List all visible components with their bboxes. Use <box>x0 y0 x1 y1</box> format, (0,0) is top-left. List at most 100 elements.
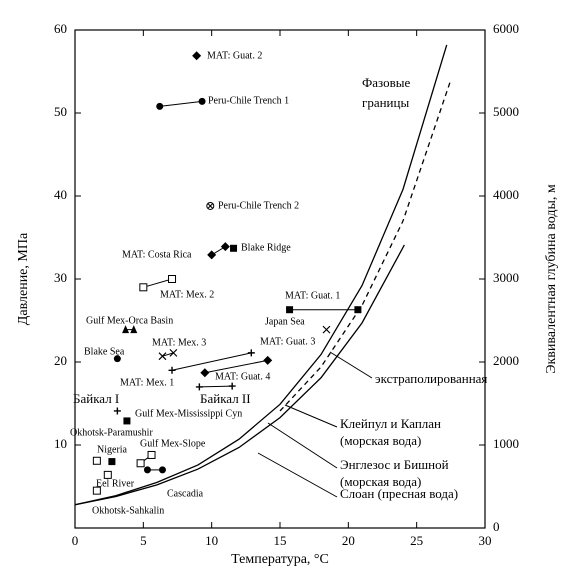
curve-label: Клейпул и Каплан <box>340 416 441 431</box>
site-label: Cascadia <box>167 488 204 499</box>
marker <box>143 466 151 474</box>
marker <box>322 325 331 334</box>
leader-line <box>267 422 338 469</box>
y2-tick-label: 4000 <box>493 187 519 202</box>
site-label: Gulf Mex-Orca Basin <box>86 315 173 326</box>
marker <box>169 348 178 357</box>
site-label: Gulf Mex-Slope <box>140 438 206 449</box>
x-tick-label: 25 <box>410 533 423 548</box>
marker <box>263 355 273 365</box>
x-axis-label: Температура, °С <box>231 552 329 567</box>
marker <box>220 242 230 252</box>
phase-curve <box>279 79 452 412</box>
site-label: Байкал I <box>73 391 119 406</box>
marker <box>200 368 210 378</box>
y2-axis-label: Эквивалентная глубина воды, м <box>544 184 559 374</box>
y-tick-label: 10 <box>54 436 67 451</box>
annotation: Фазовые <box>362 75 410 90</box>
marker <box>228 382 236 390</box>
site-link <box>199 385 233 388</box>
marker <box>286 306 294 314</box>
x-tick-label: 5 <box>140 533 147 548</box>
site-label: Okhotsk-Paramushir <box>70 427 153 438</box>
y-axis-label: Давление, МПа <box>16 232 31 325</box>
annotation: экстраполированная <box>375 371 487 386</box>
marker <box>230 244 238 252</box>
y2-tick-label: 5000 <box>493 104 519 119</box>
site-link <box>171 352 252 371</box>
leader-line <box>284 404 338 428</box>
curve-label: Энглезос и Бишной <box>340 457 449 472</box>
curve-label: Слоан (пресная вода) <box>340 486 458 501</box>
marker <box>168 366 176 374</box>
site-label: Peru-Chile Trench 1 <box>208 95 289 106</box>
y-tick-label: 40 <box>54 187 67 202</box>
marker <box>113 407 121 415</box>
marker <box>92 456 101 465</box>
site-link <box>143 278 173 288</box>
x-tick-label: 20 <box>342 533 355 548</box>
marker <box>113 355 121 363</box>
marker <box>168 275 177 283</box>
site-label: MAT: Guat. 2 <box>207 50 262 61</box>
y2-tick-label: 2000 <box>493 353 519 368</box>
annotation: Байкал II <box>200 391 251 406</box>
marker <box>130 325 138 334</box>
site-link <box>159 100 203 107</box>
site-link <box>204 359 268 374</box>
site-link <box>162 352 174 357</box>
site-label: MAT: Guat. 1 <box>285 290 340 301</box>
site-label: Gulf Mex-Mississippi Cyn <box>135 408 242 419</box>
site-label: MAT: Mex. 3 <box>152 337 206 348</box>
marker <box>247 349 255 357</box>
marker <box>206 201 215 210</box>
marker <box>195 383 203 391</box>
marker <box>123 417 131 425</box>
y2-tick-label: 6000 <box>493 21 519 36</box>
site-label: Blake Sea <box>84 346 125 357</box>
phase-curve <box>74 44 448 506</box>
phase-curve <box>74 244 405 506</box>
site-label: Blake Ridge <box>241 242 291 253</box>
marker <box>108 458 116 466</box>
site-label: MAT: Mex. 2 <box>160 289 214 300</box>
site-label: MAT: Guat. 4 <box>215 371 270 382</box>
curve-label: (морская вода) <box>340 433 421 448</box>
marker <box>198 97 206 105</box>
site-label: Okhotsk-Sahkalin <box>92 505 164 516</box>
y2-tick-label: 0 <box>493 519 500 534</box>
y-tick-label: 20 <box>54 353 67 368</box>
marker <box>354 306 362 314</box>
marker <box>192 51 202 61</box>
curve-label: (морская вода) <box>340 474 421 489</box>
site-label: Eel River <box>96 478 135 489</box>
site-label: Nigeria <box>97 444 128 455</box>
marker <box>92 486 101 495</box>
y2-tick-label: 1000 <box>493 436 519 451</box>
marker <box>139 283 148 292</box>
x-tick-label: 30 <box>479 533 492 548</box>
y2-tick-label: 3000 <box>493 270 519 285</box>
marker <box>207 250 217 260</box>
y-tick-label: 30 <box>54 270 67 285</box>
marker <box>158 466 166 474</box>
marker <box>103 470 112 479</box>
site-label: MAT: Costa Rica <box>122 249 192 260</box>
x-tick-label: 0 <box>72 533 79 548</box>
x-tick-label: 15 <box>274 533 287 548</box>
site-label: MAT: Mex. 1 <box>120 377 174 388</box>
x-tick-label: 10 <box>205 533 218 548</box>
leader-line <box>329 351 373 379</box>
annotation: границы <box>362 95 409 110</box>
marker <box>158 352 167 361</box>
y-tick-label: 60 <box>54 21 67 36</box>
leader-line <box>257 452 338 498</box>
marker <box>136 459 145 468</box>
site-label: Japan Sea <box>265 316 305 327</box>
site-label: Peru-Chile Trench 2 <box>218 200 299 211</box>
marker <box>156 102 164 110</box>
site-label: MAT: Guat. 3 <box>260 336 315 347</box>
y-tick-label: 50 <box>54 104 67 119</box>
marker <box>122 325 130 334</box>
